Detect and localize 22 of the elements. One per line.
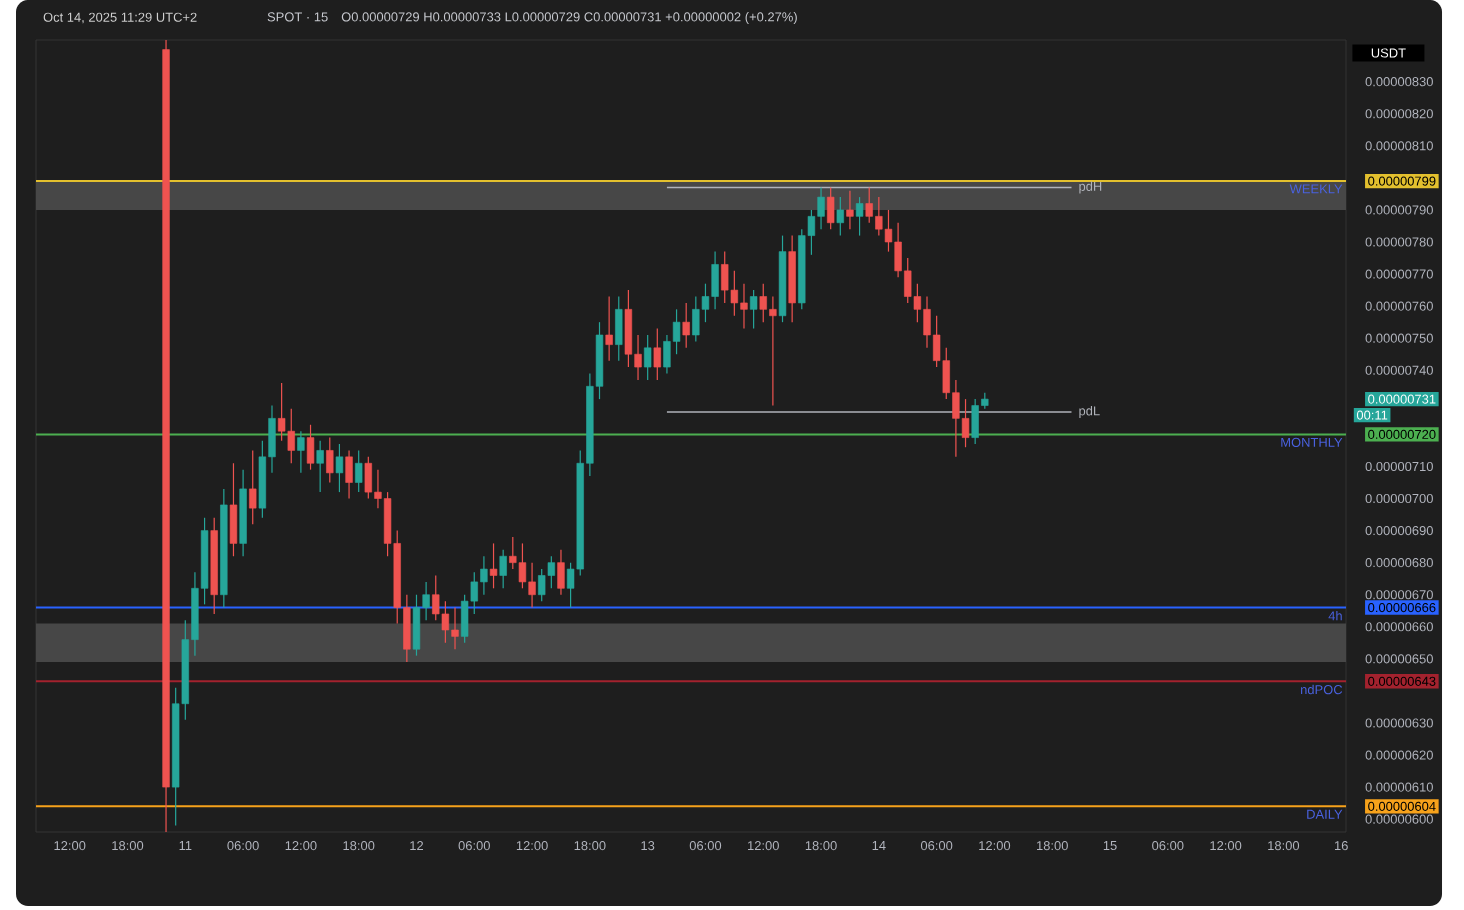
candlestick [249, 449, 257, 525]
candlestick [749, 289, 758, 330]
candlestick [615, 295, 623, 362]
candlestick [355, 449, 363, 493]
candlestick [682, 302, 690, 349]
candlestick [326, 437, 334, 484]
candlestick [836, 196, 844, 237]
candlestick [557, 549, 565, 596]
candlestick [306, 424, 315, 471]
candlestick [846, 190, 854, 230]
candlestick [489, 542, 498, 589]
candlestick [855, 196, 864, 237]
candlestick [335, 443, 344, 493]
candlestick [643, 334, 652, 381]
candlestick [827, 186, 835, 230]
candlestick [229, 462, 238, 557]
candlestick [316, 440, 324, 493]
candlestick [653, 327, 661, 381]
candlestick [297, 430, 305, 474]
candlestick [345, 449, 353, 500]
candlestick [499, 549, 507, 589]
candlestick [605, 295, 613, 362]
